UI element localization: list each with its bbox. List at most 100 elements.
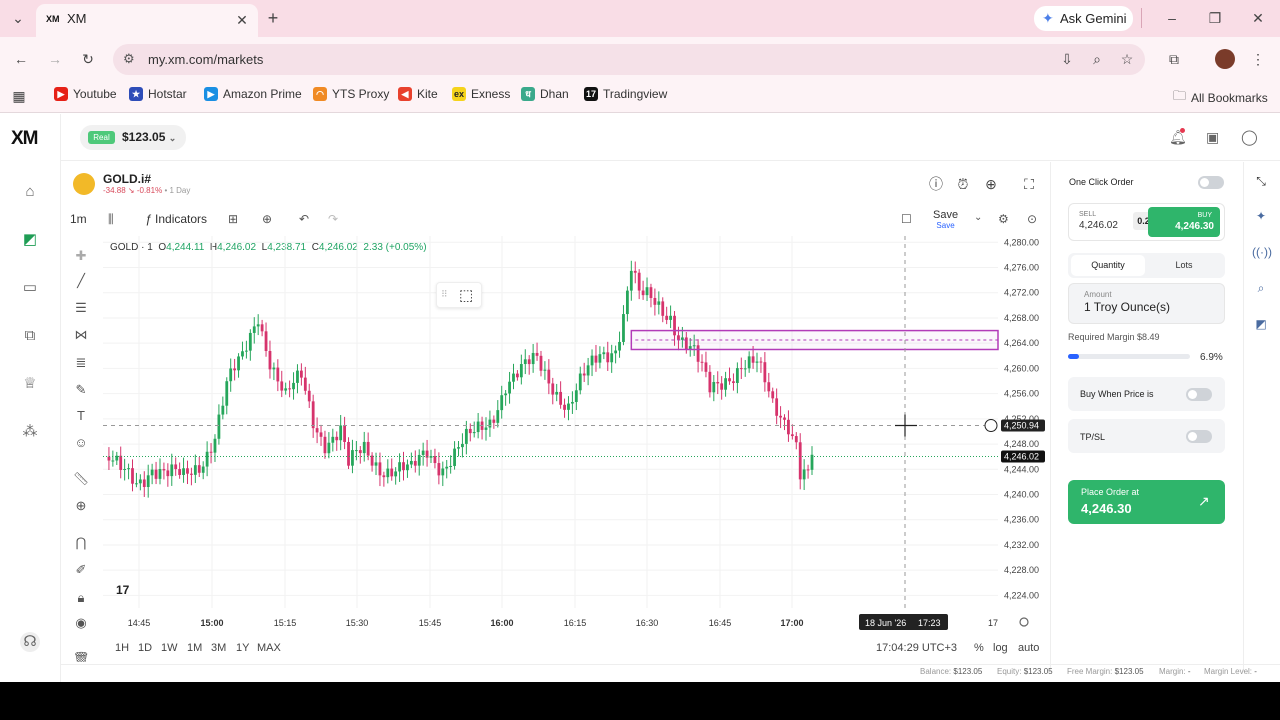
back-icon[interactable]: ← xyxy=(14,51,28,67)
bookmark-hotstar[interactable]: ★ Hotstar xyxy=(129,87,187,101)
fib-tool-icon[interactable]: ☰ xyxy=(75,300,87,315)
copy-icon[interactable]: ⧉ xyxy=(24,327,36,344)
all-bookmarks-button[interactable]: 🗀 All Bookmarks xyxy=(1173,87,1268,109)
redo-icon[interactable]: ↷ xyxy=(328,212,339,226)
settings-icon[interactable]: ⚙ xyxy=(998,212,1009,226)
notifications-icon[interactable]: 🔔︎ xyxy=(1169,129,1187,145)
rectangle-icon[interactable]: ⬚ xyxy=(459,287,474,304)
timeframe-3m[interactable]: 3M xyxy=(211,642,227,654)
close-tab-icon[interactable]: ✕ xyxy=(236,12,248,28)
buy-button[interactable]: BUY 4,246.30 xyxy=(1148,207,1220,237)
emoji-tool-icon[interactable]: ☺ xyxy=(74,435,88,450)
timeframe-1h[interactable]: 1H xyxy=(115,642,130,654)
candle-type-icon[interactable]: ⫼ xyxy=(108,212,114,226)
text-tool-icon[interactable]: T xyxy=(77,408,85,423)
candle-body xyxy=(629,270,633,291)
tab-quantity[interactable]: Quantity xyxy=(1071,255,1145,276)
sell-price[interactable]: 4,246.02 xyxy=(1079,220,1118,231)
timeframe-1m[interactable]: 1M xyxy=(187,642,203,654)
home-icon[interactable]: ⌂ xyxy=(25,183,35,200)
bookmark-youtube[interactable]: ▶ Youtube xyxy=(54,87,117,101)
tab-lots[interactable]: Lots xyxy=(1175,260,1193,270)
trophy-icon[interactable]: ♕ xyxy=(23,375,37,392)
profile-icon[interactable]: ◯ xyxy=(1241,129,1258,146)
timeframe-1w[interactable]: 1W xyxy=(161,642,178,654)
layout-icon[interactable]: ☐ xyxy=(901,212,912,226)
apps-grid-icon[interactable]: ▦ xyxy=(12,88,26,104)
timeframe-1y[interactable]: 1Y xyxy=(236,642,250,654)
tab-search-icon[interactable]: ⌄ xyxy=(12,10,24,26)
save-menu-chevron-icon[interactable]: ⌄ xyxy=(974,212,983,223)
search-icon[interactable]: ⌕ xyxy=(1257,281,1265,295)
install-app-icon[interactable]: ⇩ xyxy=(1061,51,1073,67)
extensions-icon[interactable]: ⧉ xyxy=(1169,51,1179,67)
reload-icon[interactable]: ↻ xyxy=(82,51,94,67)
price-chart[interactable]: 4,280.00 4,276.00 4,272.00 4,268.00 4,264.00… xyxy=(0,0,1280,682)
log-scale-button[interactable]: log xyxy=(993,642,1008,654)
percent-scale-button[interactable]: % xyxy=(974,642,984,654)
pattern-tool-icon[interactable]: ⋈ xyxy=(74,327,88,342)
forecast-tool-icon[interactable]: ≣ xyxy=(75,355,87,370)
collapse-panel-icon[interactable]: ⤡ xyxy=(1256,174,1266,188)
forward-icon[interactable]: → xyxy=(48,51,62,67)
trash-icon[interactable]: 🗑︎ xyxy=(72,651,90,662)
bookmark-star-icon[interactable]: ☆ xyxy=(1120,51,1134,67)
drawing-toolbar[interactable]: ⠿ ⬚ xyxy=(436,282,482,308)
zoom-in-tool-icon[interactable]: ⊕ xyxy=(75,498,87,513)
markets-icon[interactable]: ◩ xyxy=(22,231,38,248)
crosshair-tool-icon[interactable]: ✚ xyxy=(75,248,87,263)
address-bar[interactable]: ⚙ my.xm.com/markets ⇩ ⌕ ☆ xyxy=(113,44,1145,75)
interval-button[interactable]: 1m xyxy=(70,212,87,226)
drag-handle-icon[interactable]: ⠿ xyxy=(441,289,448,299)
indicators-button[interactable]: ƒ Indicators xyxy=(145,212,207,226)
lock-icon[interactable]: 🔒︎ xyxy=(77,590,85,605)
place-order-button[interactable]: Place Order at 4,246.30 ↗ xyxy=(1068,480,1225,524)
sparkle-icon[interactable]: ✦ xyxy=(1255,209,1267,223)
browser-tab[interactable]: XM ✕ xyxy=(36,4,258,37)
fullscreen-icon[interactable]: ⛶ xyxy=(1024,176,1034,192)
site-info-icon[interactable]: ⚙ xyxy=(123,51,135,66)
bookmark-dhan[interactable]: ध Dhan xyxy=(521,87,569,101)
signal-icon[interactable]: ((·)) xyxy=(1252,245,1272,259)
undo-icon[interactable]: ↶ xyxy=(299,212,310,226)
one-click-toggle[interactable] xyxy=(1198,176,1224,189)
portfolio-icon[interactable]: ▭ xyxy=(22,279,38,296)
brush-tool-icon[interactable]: ✎ xyxy=(75,382,87,397)
amount-value[interactable]: 1 Troy Ounce(s) xyxy=(1084,300,1171,314)
close-window-icon[interactable]: ✕ xyxy=(1252,10,1264,26)
new-tab-icon[interactable]: + xyxy=(267,8,279,28)
ruler-tool-icon[interactable]: 📏︎ xyxy=(72,471,90,486)
eye-icon[interactable]: ◉ xyxy=(75,615,87,630)
more-apps-icon[interactable]: ⁂ xyxy=(22,423,38,440)
info-icon[interactable]: ⓘ xyxy=(929,176,943,192)
restore-icon[interactable]: ❐ xyxy=(1208,10,1222,26)
magnet-tool-icon[interactable]: ⋂ xyxy=(75,535,87,550)
wallet-icon[interactable]: ▣ xyxy=(1206,129,1220,145)
lock-drawing-icon[interactable]: ✐ xyxy=(75,562,87,577)
trendline-tool-icon[interactable]: ╱ xyxy=(77,273,85,288)
timeframe-max[interactable]: MAX xyxy=(257,642,281,654)
minimize-icon[interactable]: – xyxy=(1168,10,1176,26)
alarm-icon[interactable]: ⏰︎ xyxy=(957,176,969,192)
tpsl-toggle[interactable] xyxy=(1186,430,1212,443)
bookmark-exness[interactable]: ex Exness xyxy=(452,87,510,101)
save-button[interactable]: Save Save xyxy=(933,209,958,230)
timeframe-1d[interactable]: 1D xyxy=(138,642,153,654)
menu-icon[interactable]: ⋮ xyxy=(1251,51,1265,67)
templates-icon[interactable]: ⊞ xyxy=(228,212,239,226)
buy-when-toggle[interactable] xyxy=(1186,388,1212,401)
bookmark-amazon-prime[interactable]: ▶ Amazon Prime xyxy=(204,87,302,101)
bookmark-tradingview[interactable]: 17 Tradingview xyxy=(584,87,667,101)
zoom-icon[interactable]: ⌕ xyxy=(1093,51,1101,67)
compare-icon[interactable]: ⊕ xyxy=(262,212,273,226)
profile-avatar[interactable] xyxy=(1215,49,1235,69)
bookmark-yts-proxy[interactable]: ◠ YTS Proxy xyxy=(313,87,389,101)
support-icon[interactable]: ☊ xyxy=(20,632,40,652)
bookmark-kite[interactable]: ◀ Kite xyxy=(398,87,438,101)
camera-icon[interactable]: ⊙ xyxy=(1027,212,1038,226)
add-circle-icon[interactable]: ⊕ xyxy=(985,176,997,192)
auto-scale-button[interactable]: auto xyxy=(1018,642,1040,654)
chart-icon[interactable]: ◩ xyxy=(1255,317,1267,331)
amount-field[interactable] xyxy=(1068,283,1225,324)
ask-gemini-button[interactable]: ✦ Ask Gemini xyxy=(1034,6,1133,31)
